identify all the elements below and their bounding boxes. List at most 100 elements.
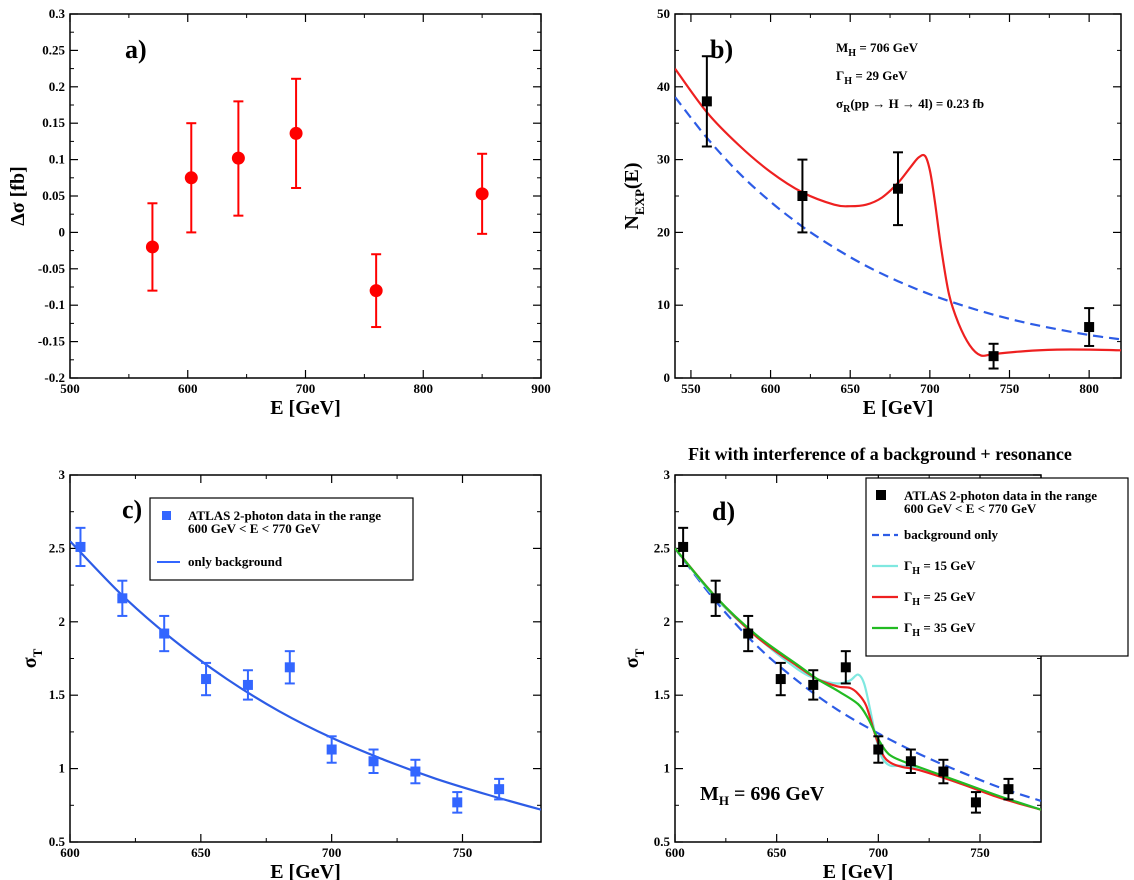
d-xtick-label: 600 [665,845,685,860]
c-legend-frame [149,497,414,581]
c-legend-label: ATLAS 2-photon data in the range [188,508,381,523]
b-annotation-value: = 29 GeV [852,68,908,83]
b-ylabel-sub: EXP [632,189,647,215]
d-xtick-label: 700 [869,845,889,860]
d-legend-sub: H [912,566,920,577]
d-point [873,744,884,755]
a-ytick-label: 0 [59,224,66,239]
b-point [988,351,999,362]
d-legend-sub: H [912,597,920,608]
b-point [797,191,808,201]
d-ytick-label: 1 [664,761,671,776]
b-annotation-sub: R [843,104,851,115]
b-ytick-label: 0 [664,370,671,385]
a-ytick-label: 0.1 [49,152,65,167]
a-ytick-label: 0.3 [49,6,66,21]
b-ytick-label: 20 [657,224,670,239]
d-series-3 [675,547,1041,811]
a-point [475,187,489,201]
c-xtick-label: 650 [191,845,211,860]
d-legend-tail: = 15 GeV [920,558,976,573]
a-ytick-label: 0.15 [42,115,65,130]
b-point [701,96,712,107]
d-legend-text: Γ [904,558,912,573]
c-point [159,628,170,639]
d-point [970,797,981,808]
d-legend-label: ΓH = 25 GeV [904,589,976,608]
a-ytick-label: -0.2 [44,370,65,385]
b-panel-label: b) [710,35,733,64]
b-ytick-label: 10 [657,297,670,312]
c-ylabel-main: σ [19,657,41,668]
a-ylabel: Δσ [fb] [7,166,29,226]
a-point [184,171,198,185]
d-legend-sub: H [912,628,920,639]
d-series-1 [675,547,1041,811]
d-legend-label: ATLAS 2-photon data in the range [904,488,1097,503]
c-ylabel-sub: T [30,648,45,657]
c-panel-label: c) [122,495,142,524]
a-point [231,151,245,165]
c-ytick-label: 3 [59,467,66,482]
c-ytick-label: 1 [59,761,66,776]
a-xtick-label: 600 [178,381,198,396]
c-point [326,744,337,755]
a-point [145,240,159,254]
c-xlabel: E [GeV] [270,861,341,880]
d-ytick-label: 2 [664,614,671,629]
b-ylabel-main: N [621,215,643,230]
a-ytick-label: -0.15 [38,334,66,349]
d-legend-tail: = 35 GeV [920,620,976,635]
c-xtick-label: 700 [322,845,342,860]
a-panel-label: a) [125,35,147,64]
b-xtick-label: 750 [1000,381,1020,396]
d-legend-frame [865,477,1129,657]
d-legend-label: background only [904,527,999,542]
a-point [289,126,303,140]
c-point [242,679,253,690]
b-point [1084,322,1095,333]
c-point [284,662,295,673]
d-legend-label: ΓH = 35 GeV [904,620,976,639]
d-legend-marker [876,490,886,500]
a-ytick-label: -0.05 [38,261,66,276]
d-xlabel: E [GeV] [823,861,894,880]
a-ytick-label: 0.05 [42,188,65,203]
b-annotation-2: σR(pp → H → 4l) = 0.23 fb [836,96,984,115]
d-legend-label: ΓH = 15 GeV [904,558,976,577]
b-annotation-main: σ [836,96,843,111]
d-ytick-label: 0.5 [654,834,671,849]
d-point [743,628,754,639]
a-frame [69,13,542,379]
c-ytick-label: 1.5 [49,687,66,702]
d-ylabel-main: σ [621,657,643,668]
b-xtick-label: 650 [840,381,860,396]
b-xlabel: E [GeV] [863,397,934,419]
d-series-0 [675,547,1041,802]
c-ytick-label: 2 [59,614,66,629]
c-legend-label: only background [188,554,283,569]
d-xtick-label: 750 [970,845,990,860]
d-legend-text: Γ [904,620,912,635]
b-ytick-label: 40 [657,79,670,94]
panel-d: Fit with interference of a background + … [621,444,1129,880]
c-xtick-label: 600 [60,845,80,860]
a-ytick-label: -0.1 [44,297,65,312]
c-ylabel: σT [19,648,45,668]
b-xtick-label: 550 [681,381,701,396]
panel-a: 500 600 700 800 900 -0.2 -0.15 -0.1 -0.05 0 0.05 0.… [7,6,551,419]
d-point [840,662,851,673]
d-point [808,679,819,690]
c-legend-marker [162,511,171,520]
d-legend-text: Γ [904,589,912,604]
b-ytick-label: 50 [657,6,670,21]
c-ytick-label: 2.5 [49,540,66,555]
d-ylabel-sub: T [632,648,647,657]
d-legend-text: background only [904,527,999,542]
d-ytick-label: 3 [664,467,671,482]
c-point [368,756,379,767]
b-annotation-main: Γ [836,68,844,83]
